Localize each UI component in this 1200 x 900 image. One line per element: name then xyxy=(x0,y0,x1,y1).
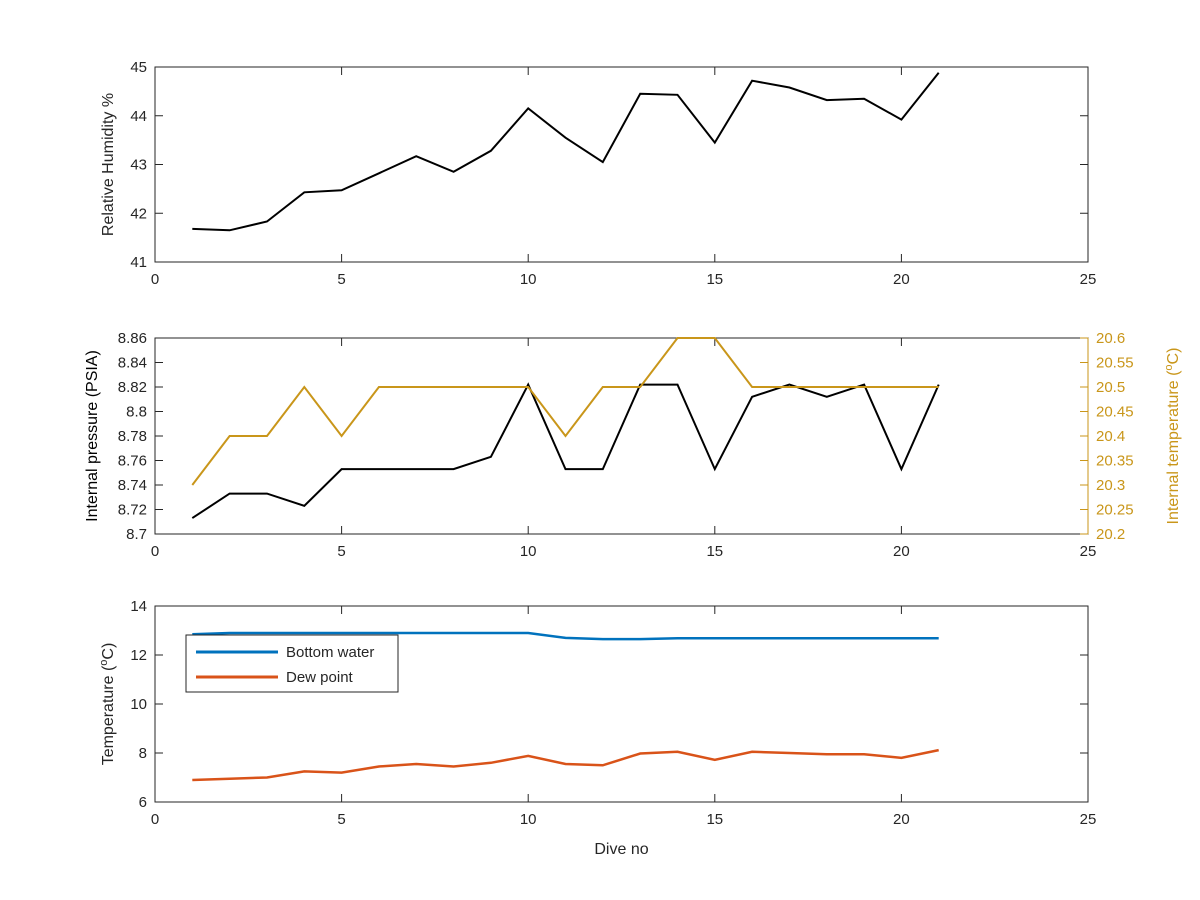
panel-2: 0 5 10 15 20 25 8.7 8.72 8.74 8.76 8.78 8.8 8.82 8.84… xyxy=(84,330,1182,560)
x-tick-label: 20 xyxy=(893,543,910,560)
x-tick-label: 5 xyxy=(337,543,345,560)
y-tick-label: 8.8 xyxy=(126,404,147,421)
legend-label: Bottom water xyxy=(286,644,374,661)
x-tick-label: 5 xyxy=(337,811,345,828)
axes-box xyxy=(154,337,1089,535)
y-tick-label: 8.78 xyxy=(118,428,147,445)
axes-box xyxy=(154,66,1089,263)
y-tick-label: 12 xyxy=(130,647,147,664)
y-tick-label: 8.76 xyxy=(118,453,147,470)
y2-axis-label: Internal temperature (oC) xyxy=(1163,348,1182,525)
x-tick-label: 25 xyxy=(1080,543,1097,560)
y-tick-label: 8.82 xyxy=(118,379,147,396)
y2-tick-label: 20.3 xyxy=(1096,477,1125,494)
x-tick-label: 20 xyxy=(893,271,910,288)
y-axis-label: Relative Humidity % xyxy=(100,93,117,236)
y-tick-label: 43 xyxy=(130,157,147,174)
y2-tick-label: 20.5 xyxy=(1096,379,1125,396)
y2-tick-label: 20.55 xyxy=(1096,355,1134,372)
x-tick-label: 25 xyxy=(1080,811,1097,828)
y-tick-label: 41 xyxy=(130,254,147,271)
y2-tick-label: 20.4 xyxy=(1096,428,1125,445)
series-line-series-1 xyxy=(191,382,940,519)
y2-tick-label: 20.35 xyxy=(1096,453,1134,470)
y2-tick-label: 20.25 xyxy=(1096,502,1134,519)
x-tick-label: 0 xyxy=(151,543,159,560)
y-tick-label: 44 xyxy=(130,108,147,125)
x-tick-label: 15 xyxy=(706,543,723,560)
y-tick-label: 8.84 xyxy=(118,355,147,372)
x-tick-label: 5 xyxy=(337,271,345,288)
panel-1: 0 5 10 15 20 25 41 42 43 44 45 Relative Humidity % xyxy=(100,59,1096,288)
y-tick-label: 10 xyxy=(130,696,147,713)
y2-tick-label: 20.6 xyxy=(1096,330,1125,347)
y-tick-label: 42 xyxy=(130,205,147,222)
y-tick-label: 8.86 xyxy=(118,330,147,347)
y2-tick-label: 20.45 xyxy=(1096,404,1134,421)
x-axis-label: Dive no xyxy=(594,841,648,858)
legend-label: Dew point xyxy=(286,669,354,686)
y-tick-label: 14 xyxy=(130,598,147,615)
x-tick-label: 10 xyxy=(520,271,537,288)
series-line-dew-point xyxy=(192,748,939,782)
y-tick-label: 8 xyxy=(139,745,147,762)
x-tick-label: 0 xyxy=(151,271,159,288)
y-tick-label: 8.7 xyxy=(126,526,147,543)
y-axis-label: Temperature (oC) xyxy=(98,643,117,766)
panel-3: 0 5 10 15 20 25 6 8 10 12 14 Temperature (oC) Dive n… xyxy=(98,598,1096,858)
legend: Bottom water Dew point xyxy=(185,634,399,693)
y-tick-label: 8.74 xyxy=(118,477,147,494)
legend-box xyxy=(185,634,399,693)
x-tick-label: 10 xyxy=(520,811,537,828)
series-line-internal-temperature xyxy=(191,337,939,486)
y-tick-label: 8.72 xyxy=(118,502,147,519)
y-tick-label: 45 xyxy=(130,59,147,76)
y-axis-label: Internal pressure (PSIA) xyxy=(84,350,101,522)
x-tick-label: 25 xyxy=(1080,271,1097,288)
y2-tick-label: 20.2 xyxy=(1096,526,1125,543)
x-tick-label: 15 xyxy=(706,811,723,828)
x-tick-label: 0 xyxy=(151,811,159,828)
x-tick-label: 10 xyxy=(520,543,537,560)
x-tick-label: 20 xyxy=(893,811,910,828)
series-line-series-1 xyxy=(192,72,940,232)
x-tick-label: 15 xyxy=(706,271,723,288)
y-tick-label: 6 xyxy=(139,794,147,811)
series-line-bottom-water xyxy=(192,631,939,641)
